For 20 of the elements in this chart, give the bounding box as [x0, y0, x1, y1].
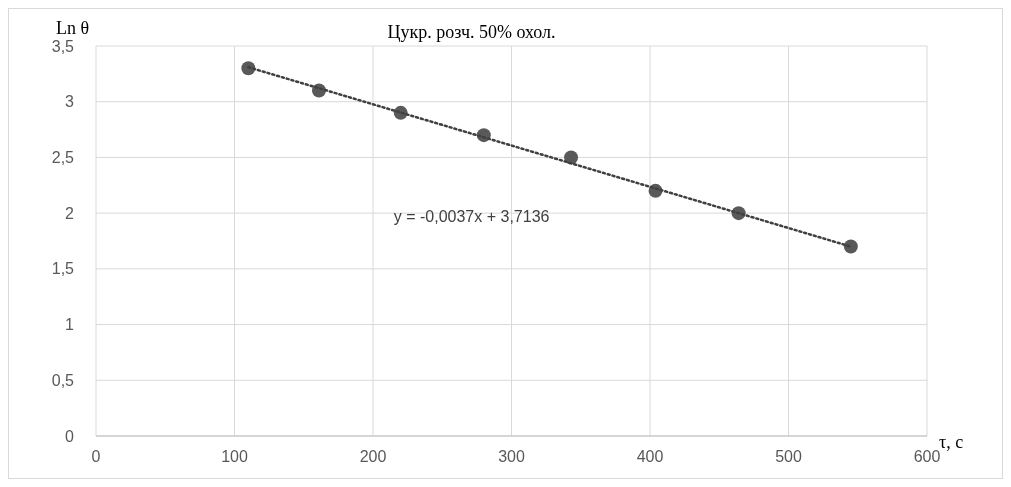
point: [843, 239, 858, 254]
y-tick-label: 1: [65, 316, 75, 334]
x-tick-label: 200: [359, 448, 387, 465]
y-tick-label: 2: [65, 204, 75, 222]
y-axis-title: Ln θ: [56, 18, 90, 38]
y-tick-label: 1,5: [51, 260, 75, 278]
x-axis-title: τ, с: [939, 432, 964, 452]
y-tick-label: 3: [65, 93, 75, 111]
x-tick-label: 400: [636, 448, 664, 465]
x-tick-label: 0: [91, 448, 101, 465]
x-tick-label: 300: [498, 448, 525, 465]
x-tick-label: 500: [775, 448, 802, 465]
y-tick-label: 0: [65, 427, 75, 445]
x-tick-label: 600: [913, 448, 941, 465]
y-tick-label: 2,5: [51, 149, 75, 167]
chart-title: Цукр. розч. 50% охол.: [387, 22, 556, 42]
annotation: y = -0,0037x + 3,7136: [393, 208, 550, 226]
y-tick-label: 0,5: [51, 371, 75, 389]
x-tick-label: 100: [221, 448, 248, 465]
y-tick-label: 3,5: [51, 37, 75, 55]
